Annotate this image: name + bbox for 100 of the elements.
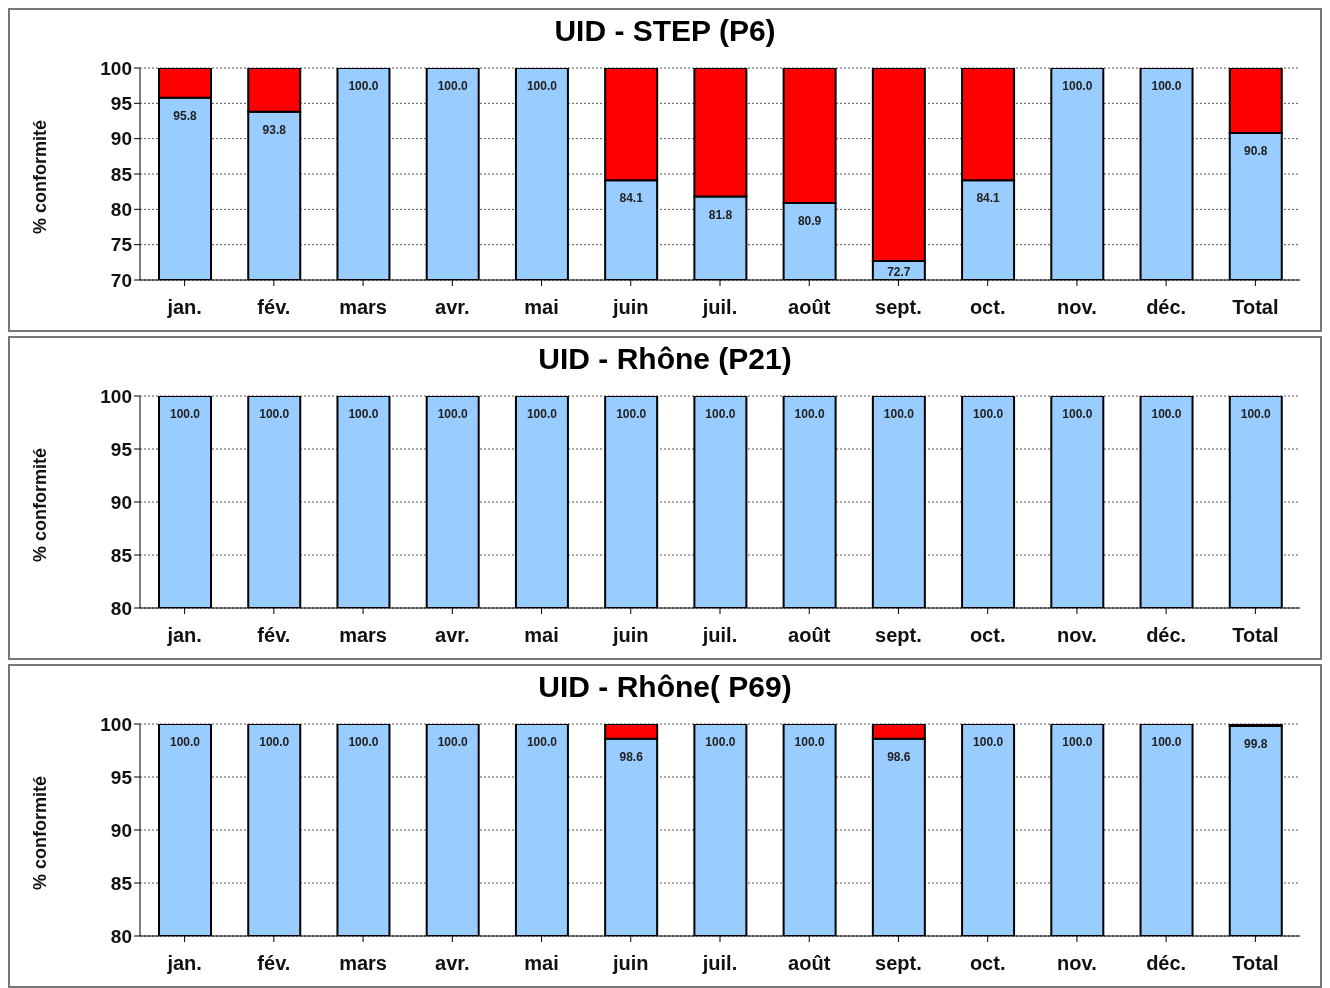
- data-label: 100.0: [1062, 735, 1093, 749]
- y-tick-label: 100: [100, 713, 132, 735]
- x-tick-label: mai: [524, 296, 559, 319]
- x-tick-label: sept.: [875, 952, 922, 975]
- y-tick-label: 95: [110, 438, 133, 460]
- x-tick-label: juin: [612, 952, 649, 975]
- x-tick-label: juil.: [701, 624, 738, 647]
- x-tick-label: août: [788, 296, 831, 319]
- x-tick-label: avr.: [435, 952, 470, 975]
- x-tick-label: avr.: [435, 296, 470, 319]
- x-tick-label: avr.: [435, 624, 470, 647]
- y-tick-label: 80: [110, 597, 132, 619]
- x-tick-label: Total: [1232, 624, 1279, 647]
- y-tick-label: 95: [110, 93, 133, 115]
- data-label: 100.0: [348, 407, 379, 421]
- x-tick-label: août: [788, 624, 831, 647]
- data-label: 99.8: [1244, 737, 1268, 752]
- data-label: 100.0: [169, 407, 201, 421]
- x-tick-label: nov.: [1057, 952, 1097, 975]
- data-label: 100.0: [1151, 79, 1182, 93]
- x-tick-label: sept.: [875, 296, 922, 319]
- y-tick-label: 90: [110, 491, 132, 513]
- data-label: 100.0: [526, 79, 558, 93]
- data-label: 100.0: [259, 735, 290, 749]
- x-tick-label: août: [788, 952, 831, 975]
- y-tick-label: 80: [110, 925, 132, 947]
- data-label: 100.0: [526, 735, 558, 749]
- x-tick-label: jan.: [166, 624, 202, 647]
- x-tick-label: mai: [524, 624, 559, 647]
- data-label: 100.0: [437, 407, 469, 421]
- data-label: 100.0: [437, 79, 469, 93]
- x-tick-label: sept.: [875, 624, 922, 647]
- data-label: 100.0: [705, 407, 736, 421]
- data-label: 80.9: [797, 213, 822, 228]
- data-label: 100.0: [1240, 407, 1272, 421]
- data-label: 100.0: [794, 735, 825, 749]
- x-tick-label: juin: [612, 624, 649, 647]
- x-tick-label: jan.: [166, 952, 202, 975]
- data-label: 100.0: [1151, 735, 1182, 749]
- x-tick-label: déc.: [1146, 296, 1187, 319]
- y-tick-label: 85: [110, 544, 133, 566]
- y-tick-label: 100: [100, 57, 132, 79]
- data-label: 100.0: [526, 407, 558, 421]
- data-label: 100.0: [1062, 79, 1093, 93]
- data-label: 93.8: [262, 122, 287, 137]
- y-tick-label: 75: [110, 234, 133, 256]
- y-tick-label: 85: [110, 163, 133, 185]
- x-tick-label: oct.: [969, 952, 1006, 975]
- y-tick-label: 95: [110, 766, 133, 788]
- x-tick-label: fév.: [257, 952, 291, 975]
- chart-title: UID - Rhône( P69): [537, 670, 793, 704]
- x-tick-label: déc.: [1146, 624, 1187, 647]
- data-label: 98.6: [887, 749, 911, 764]
- x-tick-label: juin: [612, 296, 649, 319]
- x-tick-label: nov.: [1057, 624, 1097, 647]
- data-label: 100.0: [169, 735, 201, 749]
- y-tick-label: 70: [110, 269, 132, 291]
- data-label: 100.0: [348, 735, 379, 749]
- x-tick-label: Total: [1232, 296, 1279, 319]
- x-tick-label: nov.: [1057, 296, 1097, 319]
- y-tick-label: 90: [110, 819, 132, 841]
- data-label: 100.0: [883, 407, 915, 421]
- data-label: 100.0: [259, 407, 290, 421]
- data-label: 100.0: [705, 735, 736, 749]
- x-tick-label: Total: [1232, 952, 1279, 975]
- x-tick-label: oct.: [969, 624, 1006, 647]
- y-tick-label: 90: [110, 128, 132, 150]
- y-axis-title: % conformité: [30, 447, 51, 562]
- data-label: 100.0: [973, 735, 1004, 749]
- y-tick-label: 85: [110, 872, 133, 894]
- x-tick-label: fév.: [257, 624, 291, 647]
- data-label: 84.1: [976, 191, 1001, 206]
- x-tick-label: fév.: [257, 296, 291, 319]
- x-tick-label: déc.: [1146, 952, 1187, 975]
- x-tick-label: jan.: [166, 296, 202, 319]
- data-label: 98.6: [619, 749, 644, 764]
- data-label: 100.0: [348, 79, 379, 93]
- data-label: 100.0: [973, 407, 1004, 421]
- x-tick-label: juil.: [701, 952, 738, 975]
- chart-title: UID - Rhône (P21): [537, 342, 793, 376]
- data-label: 81.8: [708, 207, 733, 222]
- x-tick-label: mars: [339, 296, 387, 319]
- y-axis-title: % conformité: [30, 775, 51, 890]
- x-tick-label: oct.: [969, 296, 1006, 319]
- x-tick-label: juil.: [701, 296, 738, 319]
- data-label: 100.0: [1062, 407, 1093, 421]
- x-tick-label: mars: [339, 952, 387, 975]
- x-tick-label: mai: [524, 952, 559, 975]
- data-label: 100.0: [794, 407, 825, 421]
- y-tick-label: 80: [110, 199, 132, 221]
- data-label: 100.0: [1151, 407, 1182, 421]
- data-label: 84.1: [619, 191, 644, 206]
- y-tick-label: 100: [100, 385, 132, 407]
- data-label: 100.0: [437, 735, 469, 749]
- data-label: 90.8: [1244, 144, 1268, 159]
- chart-title: UID - STEP (P6): [553, 14, 777, 48]
- y-axis-title: % conformité: [30, 119, 51, 234]
- data-label: 95.8: [173, 108, 197, 123]
- data-label: 72.7: [887, 265, 911, 279]
- x-tick-label: mars: [339, 624, 387, 647]
